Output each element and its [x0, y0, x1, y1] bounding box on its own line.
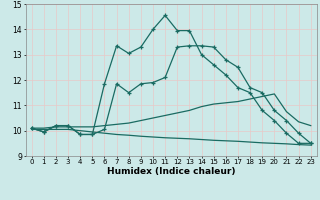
X-axis label: Humidex (Indice chaleur): Humidex (Indice chaleur)	[107, 167, 236, 176]
